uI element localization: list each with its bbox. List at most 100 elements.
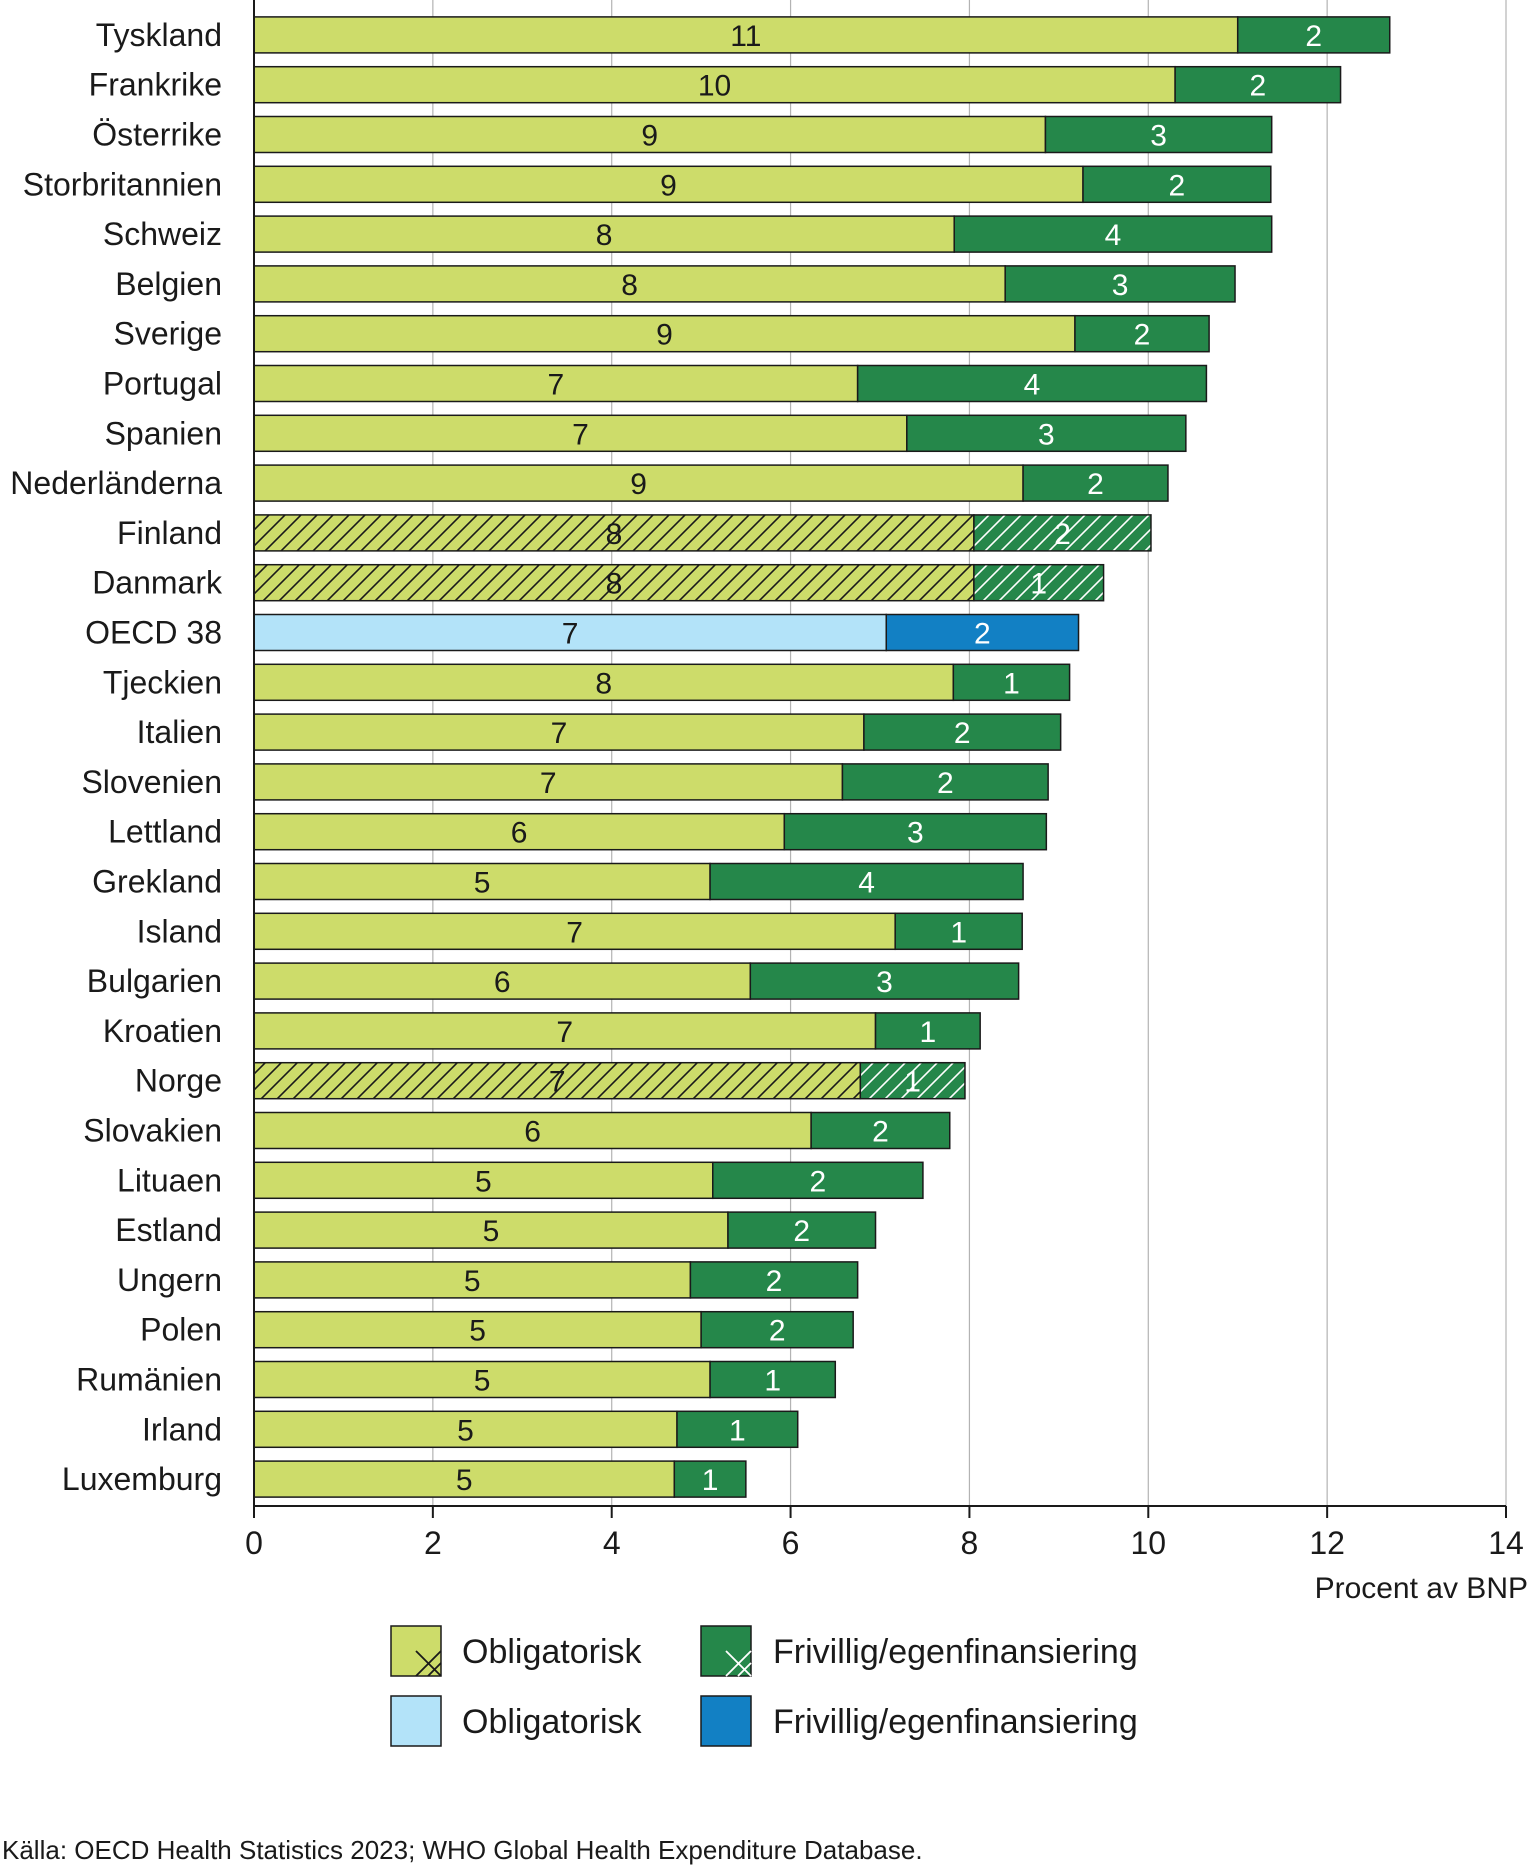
bar-segment-voluntary	[885, 613, 1080, 652]
data-label-compulsory: 5	[474, 867, 491, 900]
category-label: Finland	[117, 515, 222, 551]
bar-segment-compulsory	[253, 1211, 729, 1249]
category-label: Island	[137, 913, 222, 949]
data-label-compulsory: 7	[540, 767, 557, 800]
data-label-compulsory: 5	[474, 1365, 491, 1398]
data-label-compulsory: 7	[549, 1066, 566, 1099]
legend-label-oecd-compulsory: Obligatorisk	[462, 1703, 643, 1741]
data-label-voluntary: 1	[764, 1365, 781, 1398]
bar-segment-voluntary	[689, 1261, 859, 1299]
data-label-voluntary: 2	[937, 767, 954, 800]
bar-segment-voluntary	[1044, 115, 1273, 154]
data-label-voluntary: 2	[769, 1315, 786, 1348]
legend-item-voluntary-hatched: Frivillig/egenfinansiering	[700, 1625, 1138, 1677]
legend-swatch-oecd-compulsory	[390, 1695, 442, 1747]
x-tick-label: 14	[1488, 1525, 1524, 1561]
legend-swatch-hatch-lines	[415, 1650, 442, 1677]
bar-segment-compulsory	[253, 265, 1006, 303]
bar-segment-compulsory	[253, 1111, 812, 1150]
data-label-voluntary: 1	[729, 1414, 746, 1447]
x-tick-label: 6	[782, 1525, 800, 1561]
category-label: Nederländerna	[10, 465, 222, 501]
bars: 11 210 29 39 28 48 39 27 47 39 28 28 17 28 17 27 26 35 47 1…	[253, 16, 1391, 1498]
source-note: Källa: OECD Health Statistics 2023; WHO …	[2, 1835, 923, 1865]
data-label-compulsory: 7	[547, 369, 564, 402]
bar-segment-voluntary	[709, 862, 1024, 901]
data-label-compulsory: 7	[566, 916, 583, 949]
bar-segment-voluntary	[783, 812, 1048, 851]
category-label: Norge	[135, 1063, 222, 1099]
data-label-compulsory: 5	[469, 1315, 486, 1348]
category-label: Slovenien	[81, 764, 222, 800]
data-label-compulsory: 10	[698, 70, 731, 103]
legend-label-compulsory: Obligatorisk	[462, 1633, 643, 1671]
bar-segment-voluntary	[952, 663, 1071, 702]
legend-label-voluntary: Frivillig/egenfinansiering	[773, 1633, 1138, 1671]
bar-segment-compulsory	[253, 1012, 877, 1050]
data-label-compulsory: 8	[606, 518, 623, 551]
data-label-voluntary: 2	[810, 1165, 827, 1198]
bar-segment-compulsory	[253, 115, 1047, 154]
legend-item-compulsory-hatched: Obligatorisk	[390, 1625, 643, 1677]
legend-item-oecd-compulsory: Obligatorisk	[390, 1695, 643, 1747]
data-label-voluntary: 2	[1087, 468, 1104, 501]
category-label: Polen	[140, 1312, 222, 1348]
bar-segment-voluntary	[709, 1360, 837, 1399]
category-label: Sverige	[114, 316, 223, 352]
data-label-compulsory: 5	[483, 1215, 500, 1248]
data-label-voluntary: 1	[904, 1066, 921, 1099]
category-label: Frankrike	[89, 67, 222, 103]
category-label: Portugal	[103, 366, 222, 402]
data-label-voluntary: 1	[1030, 568, 1047, 601]
x-tick-label: 4	[603, 1525, 621, 1561]
category-label: Danmark	[92, 565, 223, 601]
data-label-voluntary: 1	[702, 1464, 719, 1497]
data-label-voluntary: 1	[950, 916, 967, 949]
category-label: Lituaen	[117, 1162, 222, 1198]
category-label: Bulgarien	[87, 963, 222, 999]
data-label-voluntary: 2	[1249, 70, 1266, 103]
bar-segment-voluntary	[841, 763, 1049, 801]
category-labels: Tyskland Frankrike Österrike Storbritannien…	[10, 17, 223, 1497]
category-label: Tjeckien	[103, 664, 222, 700]
data-label-voluntary: 2	[1134, 319, 1151, 352]
bar-segment-voluntary	[1236, 16, 1391, 54]
data-label-compulsory: 8	[596, 219, 613, 252]
data-label-compulsory: 5	[475, 1165, 492, 1198]
category-label: Storbritannien	[23, 166, 222, 202]
data-label-voluntary: 4	[858, 867, 875, 900]
x-tick-label: 12	[1309, 1525, 1345, 1561]
data-label-voluntary: 2	[1054, 518, 1071, 551]
bar-segment-compulsory	[253, 514, 975, 552]
data-label-voluntary: 4	[1024, 369, 1041, 402]
bar-segment-compulsory	[253, 1061, 862, 1100]
data-label-compulsory: 7	[551, 717, 568, 750]
data-label-compulsory: 7	[556, 1016, 573, 1049]
bar-segment-voluntary	[1174, 65, 1342, 104]
bar-segment-voluntary	[973, 514, 1152, 552]
bar-segment-voluntary	[1022, 464, 1169, 502]
bar-segment-voluntary	[700, 1310, 854, 1349]
bar-segment-compulsory	[253, 1460, 676, 1498]
bar-segment-compulsory	[253, 912, 896, 951]
bar-segment-voluntary	[953, 215, 1273, 253]
bar-segment-voluntary	[894, 912, 1023, 951]
data-label-compulsory: 9	[660, 169, 677, 202]
bar-segment-compulsory	[253, 613, 888, 652]
data-label-compulsory: 5	[456, 1464, 473, 1497]
x-axis-title: Procent av BNP	[1315, 1572, 1528, 1605]
bar-segment-compulsory	[253, 1310, 702, 1349]
data-label-compulsory: 5	[464, 1265, 481, 1298]
data-label-voluntary: 2	[872, 1116, 889, 1149]
